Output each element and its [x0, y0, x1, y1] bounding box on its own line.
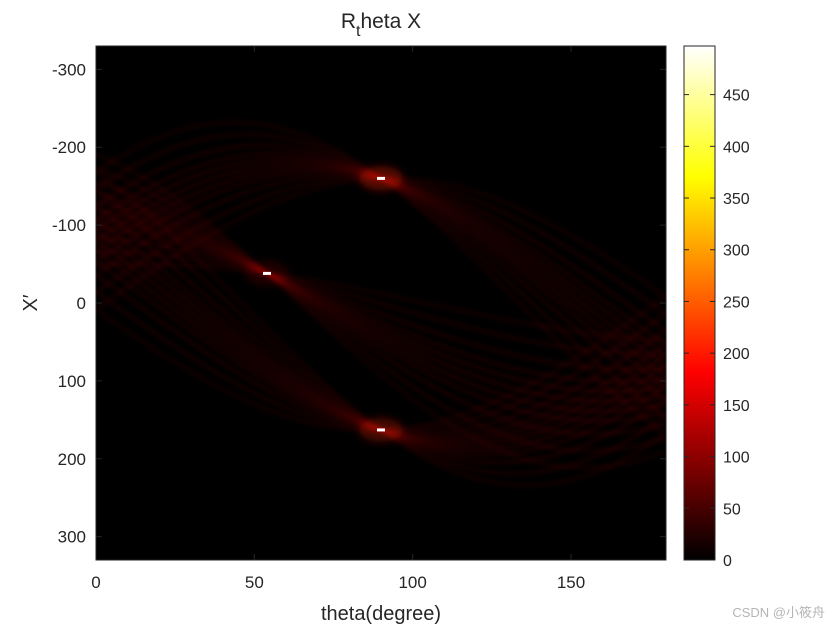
colorbar-tick-label: 0 [723, 553, 732, 570]
peak-point [377, 428, 385, 432]
x-axis: 0 50 100 150 [91, 46, 585, 592]
colorbar-border [683, 45, 716, 561]
sinusoid-band [96, 224, 666, 384]
y-axis: -300 -200 -100 0 100 200 300 [52, 60, 666, 547]
x-tick-label: 150 [557, 573, 585, 592]
y-axis-title: X′ [20, 294, 42, 311]
colorbar-tick-label: 300 [723, 243, 750, 260]
y-tick-label: -300 [52, 60, 86, 79]
colorbar-tick-label: 350 [723, 191, 750, 208]
x-tick-label: 0 [91, 573, 100, 592]
sinusoid-band [96, 208, 666, 403]
colorbar-tick-label: 400 [723, 139, 750, 156]
colorbar-gradient [684, 46, 715, 560]
colorbar-ticks: 0 50 100 150 200 250 300 350 400 450 [684, 88, 750, 570]
sinusoid-band [96, 152, 666, 470]
colorbar-tick-label: 100 [723, 450, 750, 467]
chart-title-main: R [341, 10, 356, 33]
colorbar-tick-label: 450 [723, 88, 750, 105]
watermark: CSDN @小筱舟 [732, 605, 825, 620]
x-tick-label: 100 [398, 573, 426, 592]
plot-area [95, 45, 667, 561]
chart-title-rest: heta X [360, 10, 421, 33]
colorbar-tick-label: 50 [723, 501, 741, 518]
colorbar-tick-label: 200 [723, 346, 750, 363]
colorbar-tick-label: 250 [723, 294, 750, 311]
heatmap-content [96, 120, 666, 488]
chart-title: Rtheta X [341, 10, 421, 40]
y-tick-label: 200 [58, 450, 86, 469]
y-tick-label: 300 [58, 528, 86, 547]
sinusoid-band [96, 249, 666, 357]
y-tick-label: 0 [77, 294, 86, 313]
colorbar-tick-label: 150 [723, 398, 750, 415]
sinusoid-band [96, 180, 666, 437]
colorbar: 0 50 100 150 200 250 300 350 400 450 [683, 45, 750, 570]
peak-point [263, 271, 271, 275]
x-axis-title: theta(degree) [321, 603, 441, 625]
y-tick-label: -100 [52, 216, 86, 235]
peak-point [377, 176, 385, 180]
x-tick-label: 50 [245, 573, 264, 592]
chart-title-sub: t [356, 23, 361, 40]
y-tick-label: -200 [52, 138, 86, 157]
y-tick-label: 100 [58, 372, 86, 391]
